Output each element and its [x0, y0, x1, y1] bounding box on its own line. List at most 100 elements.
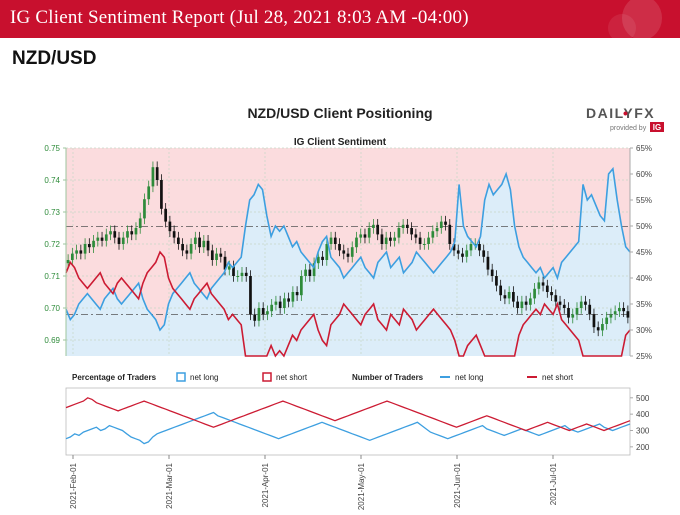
- price-candle: [164, 208, 168, 222]
- price-candle: [363, 234, 367, 238]
- price-candle: [346, 253, 350, 257]
- lower-panel: 200 300 400 500 2021-Feb-01 2021-Mar-01 2021-A…: [65, 387, 650, 510]
- date-tick-label-2: 2021-Apr-01: [261, 462, 270, 507]
- net-long-percent-line: [65, 166, 631, 332]
- price-candle: [138, 218, 142, 228]
- price-candle: [278, 301, 282, 308]
- price-candle: [333, 237, 337, 244]
- price-candle: [79, 250, 83, 254]
- price-candle: [270, 304, 274, 312]
- price-candle: [253, 314, 257, 321]
- chart-labels: NZD/USD Client Positioning IG Client Sen…: [247, 105, 664, 148]
- price-tick-label-5: 0.74: [44, 176, 60, 185]
- price-candle: [461, 253, 464, 257]
- price-candle: [291, 292, 295, 302]
- price-candle: [304, 269, 307, 276]
- price-candle: [244, 272, 248, 276]
- price-candle: [452, 244, 456, 251]
- price-candle: [177, 237, 180, 244]
- upper-panel: 0.69 0.70 0.71 0.72 0.73 0.74 0.75 25% 30% 35% 40%…: [44, 144, 652, 361]
- price-candle: [206, 240, 210, 251]
- price-candle: [444, 221, 447, 225]
- count-tick-label-2: 400: [636, 410, 650, 419]
- price-candle: [427, 237, 430, 244]
- price-candle: [117, 237, 121, 244]
- ig-logo-badge: [650, 122, 664, 132]
- price-candle: [83, 244, 87, 254]
- price-candle: [160, 180, 163, 209]
- price-candle: [431, 231, 435, 238]
- price-candle: [232, 266, 235, 276]
- date-tick-label-1: 2021-Mar-01: [165, 462, 174, 508]
- price-candle: [384, 237, 388, 244]
- price-candle: [490, 269, 494, 276]
- price-candle: [350, 247, 354, 257]
- price-candle: [439, 221, 443, 228]
- price-candle: [215, 253, 218, 260]
- price-candle: [299, 276, 303, 296]
- count-tick-label-3: 500: [636, 394, 650, 403]
- price-candle: [571, 314, 575, 318]
- price-candle: [533, 288, 536, 299]
- percent-tick-label-7: 60%: [636, 170, 652, 179]
- banner-decoration: [622, 0, 662, 38]
- price-candle: [562, 304, 566, 308]
- price-candle: [219, 253, 223, 257]
- price-candle: [622, 308, 625, 312]
- price-candle: [592, 314, 596, 328]
- price-candle: [130, 231, 134, 235]
- price-candle: [168, 221, 172, 232]
- report-title: IG Client Sentiment Report (Jul 28, 2021…: [10, 7, 469, 28]
- provided-by-text: provided by: [610, 125, 647, 132]
- price-candle: [422, 244, 426, 245]
- chart-title: NZD/USD Client Positioning: [247, 105, 432, 121]
- price-candle: [71, 253, 74, 260]
- price-candle: [401, 224, 405, 228]
- price-candle: [465, 250, 469, 257]
- price-candle: [495, 276, 498, 286]
- price-candle: [355, 237, 358, 248]
- price-candle: [198, 237, 201, 248]
- price-candle: [193, 237, 197, 244]
- price-candle: [104, 234, 108, 241]
- price-candle: [189, 244, 193, 254]
- price-tick-label-6: 0.75: [44, 144, 60, 153]
- price-candle: [321, 256, 324, 260]
- price-candle: [236, 276, 240, 277]
- price-candle: [295, 292, 299, 296]
- percent-tick-label-5: 50%: [636, 222, 652, 231]
- price-candle: [478, 244, 481, 251]
- price-candle: [528, 298, 532, 305]
- price-candle: [499, 285, 503, 296]
- price-candle: [380, 234, 384, 244]
- net-long-area: [66, 168, 630, 356]
- price-tick-label-3: 0.72: [44, 240, 60, 249]
- date-tick-label-5: 2021-Jul-01: [549, 462, 558, 505]
- banner-decoration-2: [608, 14, 636, 38]
- price-candle: [274, 301, 278, 305]
- price-candle: [524, 301, 528, 305]
- count-tick-label-1: 300: [636, 426, 650, 435]
- price-candle: [609, 314, 613, 318]
- legend-num-net-short: net short: [542, 373, 574, 382]
- price-candle: [579, 301, 583, 308]
- dailyfx-logo-dot: •: [623, 105, 628, 121]
- price-candle: [126, 231, 129, 238]
- price-candle: [202, 240, 206, 248]
- price-candle: [172, 231, 176, 238]
- price-candle: [601, 324, 604, 331]
- price-candle: [342, 250, 346, 254]
- price-candle: [113, 231, 117, 238]
- date-tick-label-3: 2021-May-01: [357, 462, 366, 510]
- price-candle: [512, 292, 515, 302]
- price-candle: [448, 224, 452, 244]
- price-candle: [181, 244, 184, 251]
- legend-pct-net-long: net long: [190, 373, 218, 382]
- price-candle: [96, 237, 100, 241]
- price-candle: [486, 256, 490, 270]
- price-tick-label-1: 0.70: [44, 304, 60, 313]
- percent-tick-label-6: 55%: [636, 196, 652, 205]
- price-candle: [359, 234, 363, 238]
- price-candle: [261, 308, 265, 315]
